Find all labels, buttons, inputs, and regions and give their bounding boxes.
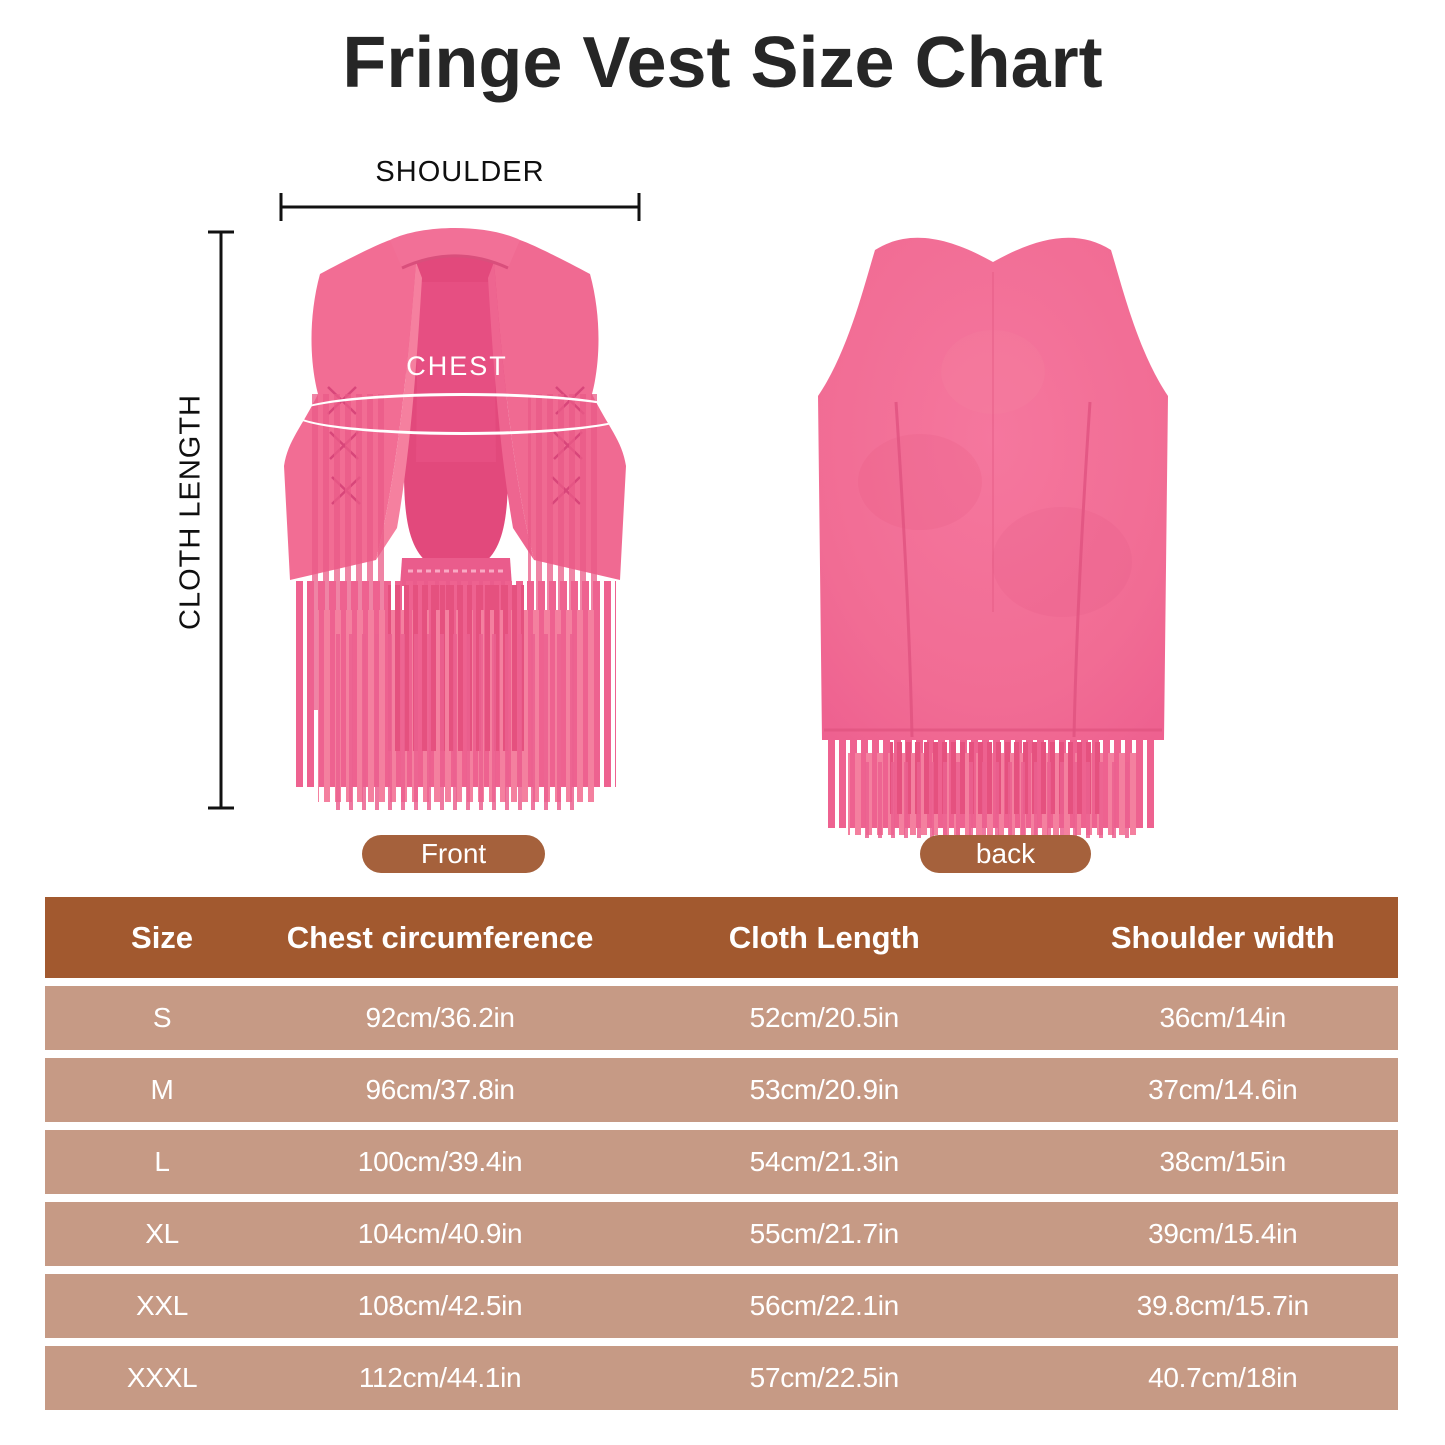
size-cell: XXXL <box>126 1362 198 1393</box>
measurement-cell: 37cm/14.6in <box>1148 1074 1298 1105</box>
size-cell: L <box>154 1146 170 1177</box>
size-table-header-cell-2: Cloth Length <box>728 919 920 955</box>
size-table-row-XXXL: XXXL 112cm/44.1in 57cm/22.5in 40.7cm/18in <box>45 1346 1398 1410</box>
measurement-cell: 108cm/42.5in <box>357 1290 523 1321</box>
size-table-row-M: M 96cm/37.8in 53cm/20.9in 37cm/14.6in <box>45 1058 1398 1122</box>
measurement-cell: 96cm/37.8in <box>365 1074 515 1105</box>
size-table-header-row: Size Chest circumference Cloth Length Shoul… <box>45 897 1398 978</box>
measurement-cell: 56cm/22.1in <box>749 1290 900 1321</box>
front-view-badge: Front <box>362 835 545 873</box>
measurement-cell: 112cm/44.1in <box>358 1362 522 1393</box>
size-table-row-XL: XL 104cm/40.9in 55cm/21.7in 39cm/15.4in <box>45 1202 1398 1266</box>
measurement-cell: 39cm/15.4in <box>1148 1218 1298 1249</box>
measurement-cell: 40.7cm/18in <box>1148 1362 1298 1393</box>
measurement-cell: 100cm/39.4in <box>357 1146 523 1177</box>
size-table-header-cell-0: Size <box>131 919 194 955</box>
size-cell: M <box>150 1074 174 1105</box>
size-table-row-XXL: XXL 108cm/42.5in 56cm/22.1in 39.8cm/15.7in <box>45 1274 1398 1338</box>
cloth-length-measure-line <box>208 230 234 810</box>
size-table-row-L: L 100cm/39.4in 54cm/21.3in 38cm/15in <box>45 1130 1398 1194</box>
measurement-cell: 55cm/21.7in <box>749 1218 900 1249</box>
back-view-label: back <box>975 838 1036 869</box>
measurement-cell: 38cm/15in <box>1159 1146 1287 1177</box>
measurement-cell: 54cm/21.3in <box>749 1146 900 1177</box>
size-cell: XXL <box>136 1290 189 1321</box>
size-cell: XL <box>145 1218 179 1249</box>
measurement-cell: 104cm/40.9in <box>357 1218 523 1249</box>
size-table: Size Chest circumference Cloth Length Shoul… <box>45 897 1398 1410</box>
size-table-header-cell-1: Chest circumference <box>286 919 594 955</box>
size-table-row-S: S 92cm/36.2in 52cm/20.5in 36cm/14in <box>45 986 1398 1050</box>
chest-measure-ellipse <box>293 393 633 435</box>
chest-measure-label: CHEST <box>406 351 508 381</box>
fringe-vest-back-image <box>818 237 1168 838</box>
size-cell: S <box>152 1002 172 1033</box>
measurement-cell: 36cm/14in <box>1159 1002 1287 1033</box>
measurement-cell: 39.8cm/15.7in <box>1136 1290 1309 1321</box>
measurement-cell: 57cm/22.5in <box>749 1362 900 1393</box>
shoulder-measure-line <box>279 193 641 221</box>
shoulder-measure-label: SHOULDER <box>375 156 545 188</box>
measurement-cell: 52cm/20.5in <box>749 1002 900 1033</box>
measurement-cell: 92cm/36.2in <box>365 1002 515 1033</box>
measurement-cell: 53cm/20.9in <box>749 1074 900 1105</box>
cloth-length-measure-label: CLOTH LENGTH <box>174 394 207 630</box>
back-view-badge: back <box>920 835 1091 873</box>
front-view-label: Front <box>420 838 487 869</box>
size-table-header-cell-3: Shoulder width <box>1110 919 1335 955</box>
fringe-vest-front-image <box>284 228 626 810</box>
page-title: Fringe Vest Size Chart <box>342 23 1103 103</box>
